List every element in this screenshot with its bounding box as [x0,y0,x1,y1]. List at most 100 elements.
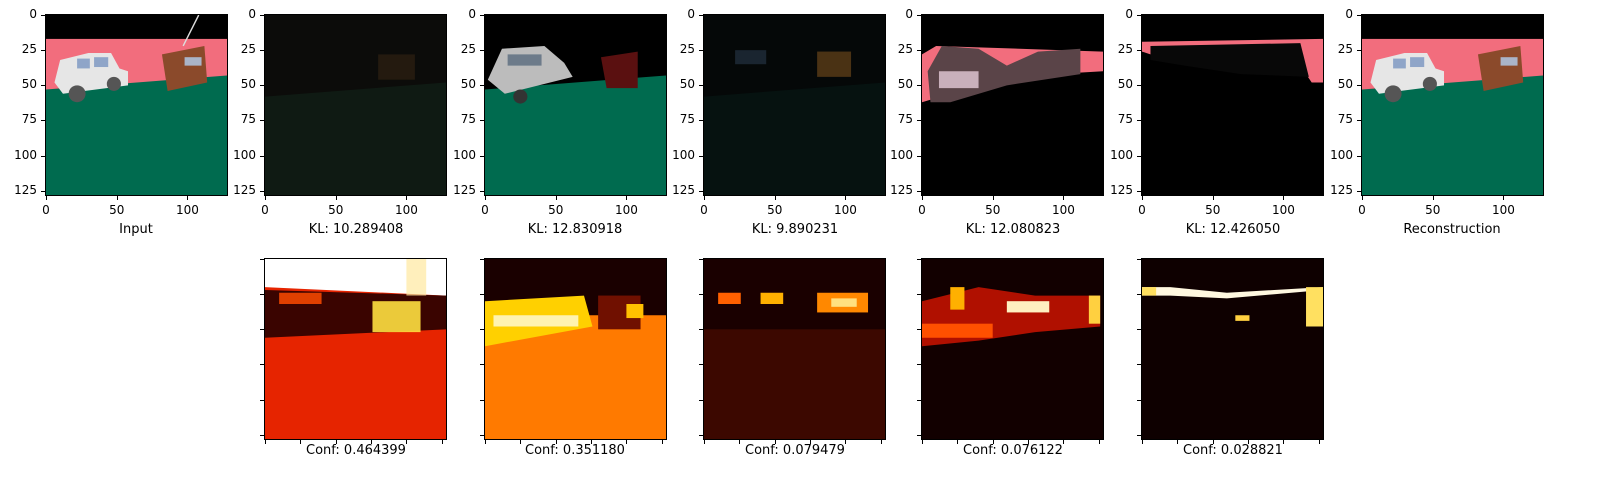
y-tick-label: 25 [1107,42,1133,56]
caption-kl-1: KL: 10.289408 [256,222,456,237]
y-tick-mark [699,191,703,192]
y-tick-label: 25 [1327,42,1353,56]
caption-conf-5: Conf: 0.028821 [1133,443,1333,458]
y-tick-mark [41,85,45,86]
y-tick-mark [480,435,484,436]
y-tick-mark [917,400,921,401]
y-tick-label: 125 [1107,183,1133,197]
y-tick-mark [1137,120,1141,121]
caption-conf-3: Conf: 0.079479 [695,443,895,458]
confidence-heatmap-5 [1141,258,1324,440]
y-tick-label: 0 [230,7,256,21]
y-tick-label: 75 [230,112,256,126]
x-tick-mark [187,196,188,200]
y-tick-mark [917,435,921,436]
x-tick-mark [265,196,266,200]
x-tick-mark [556,440,557,444]
y-tick-label: 25 [669,42,695,56]
y-tick-mark [41,120,45,121]
y-tick-label: 100 [450,148,476,162]
y-tick-label: 75 [450,112,476,126]
scene-image [1142,15,1323,195]
x-tick-mark [845,440,846,444]
x-tick-label: 50 [973,203,1013,217]
x-tick-mark [922,440,923,444]
x-tick-mark [626,196,627,200]
y-tick-label: 50 [887,77,913,91]
y-tick-label: 100 [1107,148,1133,162]
y-tick-mark [1357,156,1361,157]
heatmap-image [1142,259,1323,439]
y-tick-label: 50 [11,77,37,91]
confidence-heatmap-1 [264,258,447,440]
y-tick-mark [1137,329,1141,330]
y-tick-label: 125 [230,183,256,197]
y-tick-label: 125 [450,183,476,197]
y-tick-mark [1137,50,1141,51]
y-tick-label: 25 [11,42,37,56]
y-tick-mark [917,50,921,51]
y-tick-mark [1357,120,1361,121]
x-tick-label: 100 [167,203,207,217]
y-tick-mark [480,294,484,295]
slot-5-image-panel [1141,14,1324,196]
y-tick-mark [1357,191,1361,192]
x-tick-mark [957,440,958,444]
x-tick-label: 100 [386,203,426,217]
caption-kl-3: KL: 9.890231 [695,222,895,237]
y-tick-mark [1137,435,1141,436]
y-tick-mark [260,435,264,436]
y-tick-mark [1137,294,1141,295]
x-tick-mark [336,440,337,444]
y-tick-mark [1357,15,1361,16]
heatmap-image [704,259,885,439]
x-tick-label: 0 [245,203,285,217]
x-tick-label: 0 [902,203,942,217]
x-tick-mark [704,440,705,444]
x-tick-label: 0 [26,203,66,217]
x-tick-mark [993,440,994,444]
x-tick-mark [1063,440,1064,444]
y-tick-mark [260,15,264,16]
y-tick-label: 0 [11,7,37,21]
y-tick-label: 100 [669,148,695,162]
x-tick-mark [336,196,337,200]
y-tick-mark [480,50,484,51]
caption-kl-4: KL: 12.080823 [913,222,1113,237]
y-tick-label: 0 [450,7,476,21]
y-tick-mark [699,294,703,295]
y-tick-mark [699,259,703,260]
y-tick-mark [1137,364,1141,365]
x-tick-mark [662,440,663,444]
y-tick-mark [917,156,921,157]
x-tick-label: 50 [755,203,795,217]
y-tick-label: 125 [1327,183,1353,197]
y-tick-mark [699,85,703,86]
x-tick-label: 50 [536,203,576,217]
x-tick-label: 50 [97,203,137,217]
y-tick-label: 75 [11,112,37,126]
slot-1-image-panel [264,14,447,196]
x-tick-label: 50 [1413,203,1453,217]
x-tick-mark [1283,196,1284,200]
caption-kl-2: KL: 12.830918 [475,222,675,237]
y-tick-label: 25 [450,42,476,56]
y-tick-label: 0 [1107,7,1133,21]
x-tick-mark [845,196,846,200]
y-tick-mark [1137,400,1141,401]
y-tick-label: 100 [887,148,913,162]
y-tick-mark [480,120,484,121]
y-tick-mark [917,294,921,295]
y-tick-mark [1137,156,1141,157]
y-tick-label: 50 [1107,77,1133,91]
slot-4-image-panel [921,14,1104,196]
slot-3-image-panel [703,14,886,196]
y-tick-mark [917,191,921,192]
y-tick-mark [699,435,703,436]
scene-image [704,15,885,195]
confidence-heatmap-2 [484,258,667,440]
y-tick-mark [41,191,45,192]
x-tick-mark [442,440,443,444]
y-tick-mark [480,400,484,401]
y-tick-mark [41,50,45,51]
